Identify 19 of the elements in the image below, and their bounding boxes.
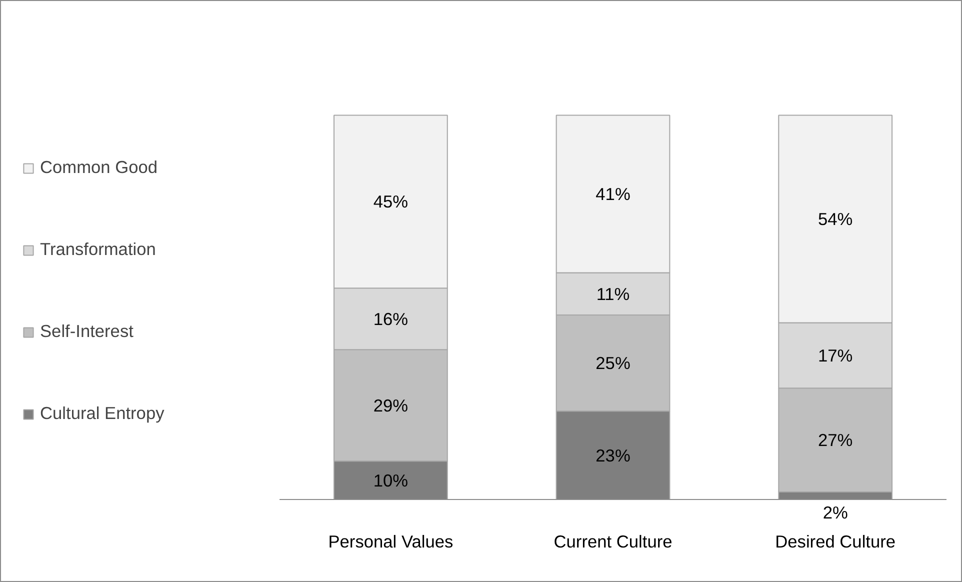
data-label: 10% (373, 470, 408, 490)
legend-label: Self-Interest (40, 321, 134, 342)
data-label: 27% (818, 430, 853, 450)
data-label: 11% (596, 284, 630, 304)
data-label: 16% (373, 308, 408, 329)
x-tick-label: Desired Culture (775, 532, 896, 552)
data-label: 23% (596, 445, 630, 466)
data-label: 29% (373, 395, 408, 416)
data-label: 41% (596, 184, 630, 204)
legend-label: Cultural Entropy (40, 403, 164, 424)
data-label: 17% (818, 345, 853, 366)
x-tick-label: Personal Values (328, 532, 454, 552)
data-label: 25% (596, 353, 630, 374)
x-tick-label: Current Culture (554, 532, 672, 552)
data-label: 2% (822, 502, 848, 522)
data-label: 45% (373, 192, 408, 212)
legend-label: Common Good (40, 157, 158, 178)
legend-label: Transformation (40, 239, 156, 260)
data-label: 54% (818, 208, 853, 229)
